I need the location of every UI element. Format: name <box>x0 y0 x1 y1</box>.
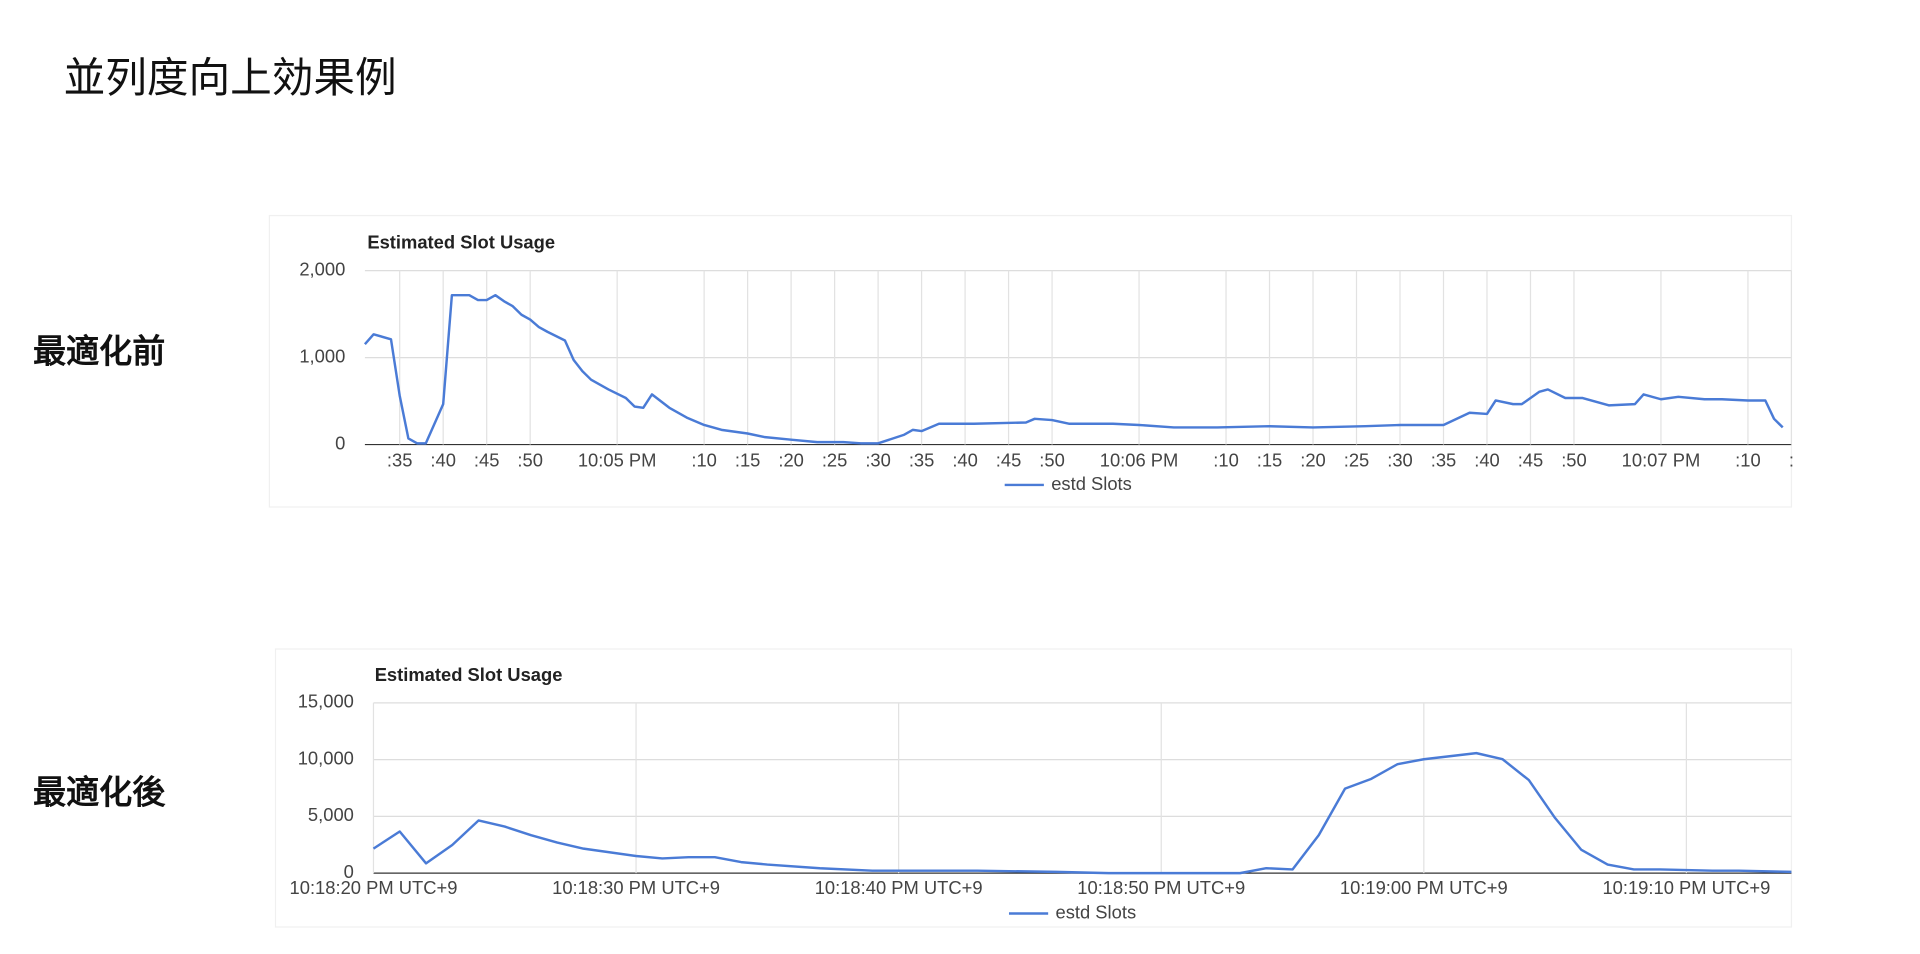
x-tick-label: :40 <box>430 450 456 471</box>
chart-background <box>268 214 1793 508</box>
y-tick-label: 5,000 <box>308 804 354 825</box>
y-tick-label: 10,000 <box>298 747 354 768</box>
y-tick-label: 0 <box>344 861 354 882</box>
y-tick-label: 1,000 <box>299 345 345 366</box>
x-tick-label: 10:18:40 PM UTC+9 <box>815 877 983 898</box>
x-tick-label: :10 <box>691 450 717 471</box>
x-tick-label: :15 <box>1257 450 1283 471</box>
x-tick-label: 10:18:30 PM UTC+9 <box>552 877 720 898</box>
x-tick-label: :45 <box>1518 450 1544 471</box>
row-label: 最適化前 <box>33 333 165 371</box>
y-tick-label: 15,000 <box>298 691 354 712</box>
x-tick-label: 10:18:50 PM UTC+9 <box>1077 877 1245 898</box>
x-tick-label: :40 <box>952 450 978 471</box>
x-tick-label: :50 <box>1561 450 1587 471</box>
data-line <box>363 293 1784 445</box>
x-tick-label: :25 <box>1344 450 1370 471</box>
x-tick-label: :10 <box>1213 450 1239 471</box>
x-tick-label: :20 <box>1300 450 1326 471</box>
x-tick-label: 10:19:00 PM UTC+9 <box>1340 877 1508 898</box>
x-tick-label: :35 <box>1431 450 1457 471</box>
x-tick-label: 10:05 PM <box>578 450 657 471</box>
x-tick-label: :45 <box>474 450 500 471</box>
x-tick-label: :20 <box>778 450 804 471</box>
x-tick-label: :45 <box>996 450 1022 471</box>
x-tick-label: :35 <box>387 450 413 471</box>
x-tick-label: :10 <box>1735 450 1761 471</box>
y-tick-label: 2,000 <box>299 259 345 280</box>
x-tick-label: :30 <box>865 450 891 471</box>
data-line <box>372 751 1792 875</box>
legend-label: estd Slots <box>1056 901 1137 922</box>
x-tick-label: :40 <box>1474 450 1500 471</box>
chart-title: Estimated Slot Usage <box>367 232 555 253</box>
x-tick-label: : <box>1789 450 1794 471</box>
y-tick-label: 0 <box>335 432 345 453</box>
row-label: 最適化後 <box>33 774 166 811</box>
slide-title: 並列度向上効果例 <box>64 54 397 101</box>
x-tick-label: :35 <box>909 450 935 471</box>
x-tick-label: 10:07 PM <box>1622 450 1701 471</box>
legend-label: estd Slots <box>1051 473 1132 494</box>
chart-background <box>274 648 1793 928</box>
x-tick-label: :15 <box>735 450 761 471</box>
x-tick-label: 10:19:10 PM UTC+9 <box>1602 877 1770 898</box>
x-tick-label: 10:06 PM <box>1100 450 1179 471</box>
chart-title: Estimated Slot Usage <box>375 664 563 685</box>
x-tick-label: :30 <box>1387 450 1413 471</box>
x-tick-label: :50 <box>517 450 543 471</box>
x-tick-label: :50 <box>1039 450 1065 471</box>
x-tick-label: :25 <box>822 450 848 471</box>
x-tick-label: 10:18:20 PM UTC+9 <box>290 877 458 898</box>
